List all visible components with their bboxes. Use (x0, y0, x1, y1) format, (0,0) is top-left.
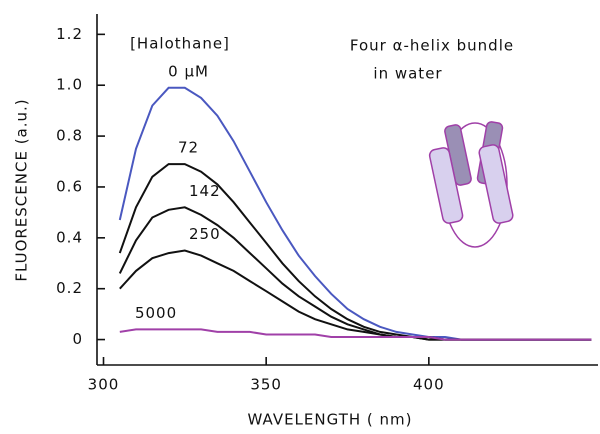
x-tick-label: 300 (88, 376, 120, 394)
y-tick-label: 0 (72, 330, 83, 348)
series-label: 0 μM (168, 62, 209, 80)
y-tick-label: 0.6 (56, 177, 83, 195)
helix-bundle-icon (428, 121, 514, 248)
series-label: 250 (189, 225, 221, 243)
series-line (118, 86, 592, 341)
y-tick-label: 0.2 (56, 279, 83, 297)
y-tick-label: 1.2 (56, 25, 83, 43)
x-tick-label: 350 (250, 376, 282, 394)
series-line (119, 328, 592, 341)
x-axis-label: WAVELENGTH ( nm) (248, 411, 413, 429)
series-label: 5000 (135, 304, 177, 322)
legend-title: [Halothane] (130, 35, 230, 53)
y-tick-label: 1.0 (56, 76, 83, 94)
series-label: 142 (189, 182, 221, 200)
y-axis-label: FLUORESCENCE (a.u.) (13, 98, 31, 281)
annotation: in water (373, 65, 442, 83)
annotation: Four α-helix bundle (350, 37, 514, 55)
series-label: 72 (178, 139, 199, 157)
x-tick-label: 400 (413, 376, 445, 394)
y-tick-label: 0.4 (56, 228, 83, 246)
y-tick-label: 0.8 (56, 127, 83, 145)
